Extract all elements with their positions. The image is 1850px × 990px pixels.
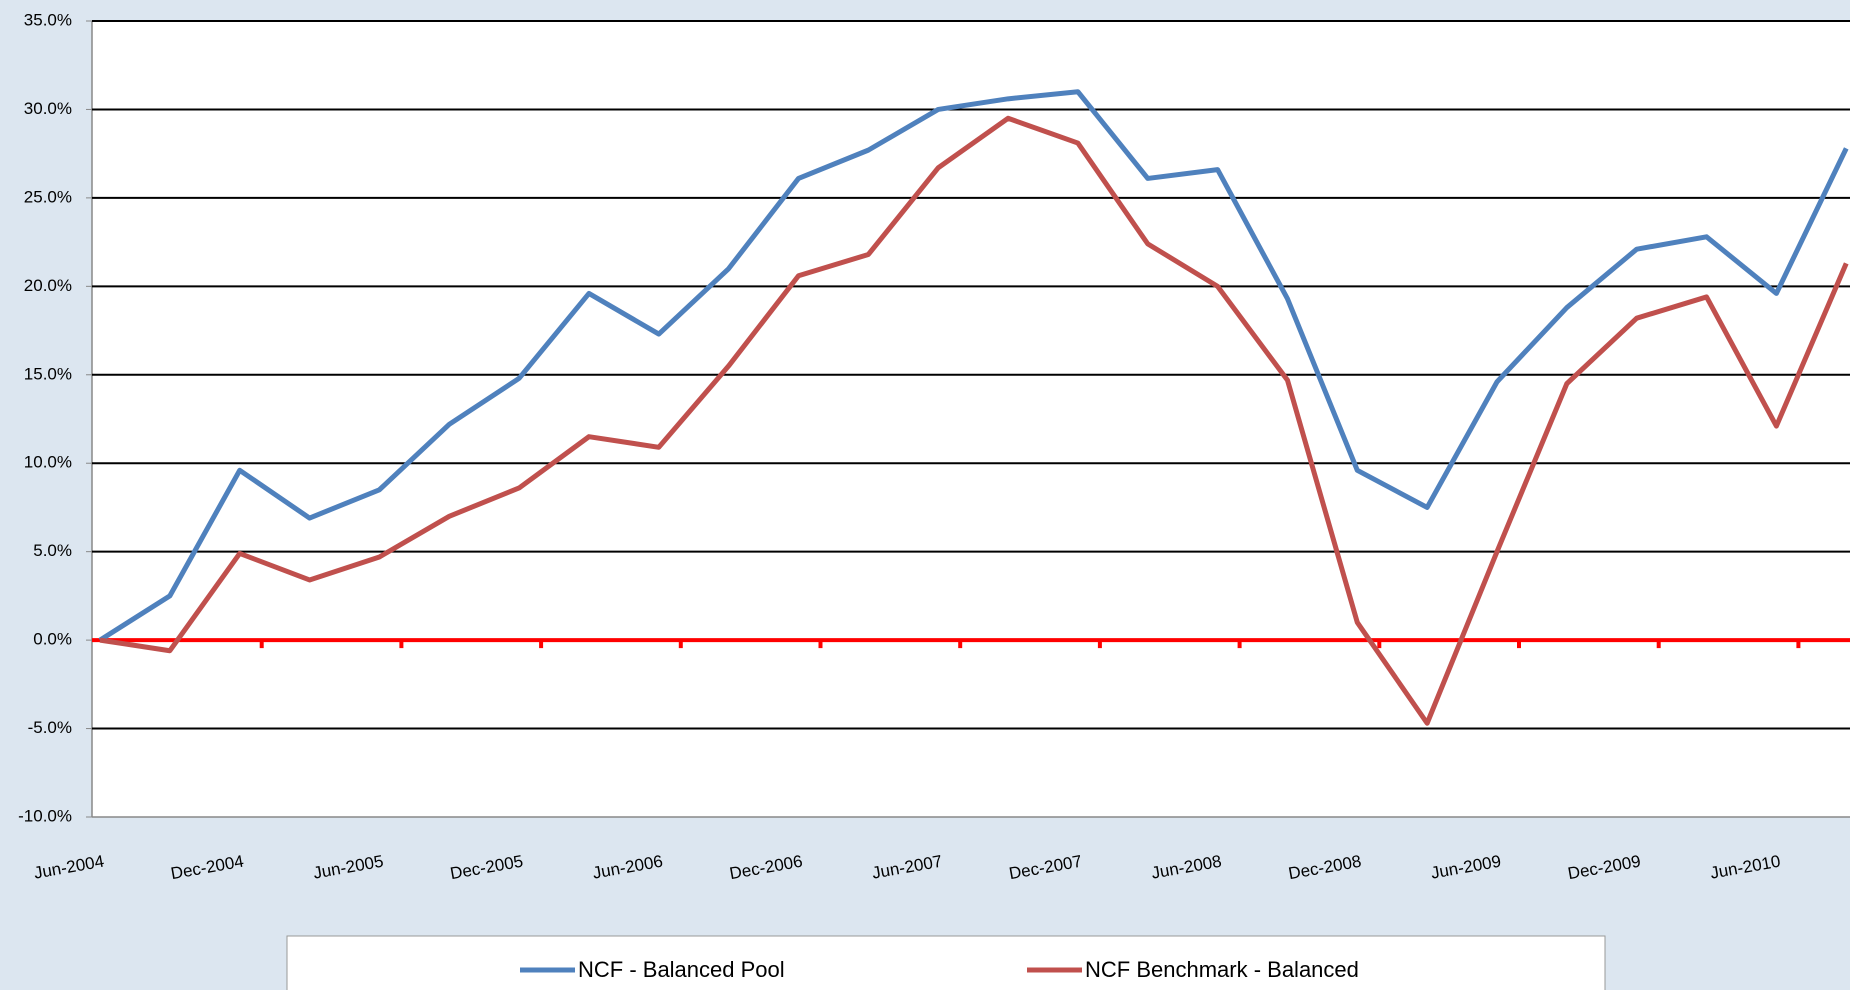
y-tick-label: 35.0% xyxy=(24,10,72,29)
legend xyxy=(286,935,1606,990)
y-tick-label: 0.0% xyxy=(33,630,72,649)
y-tick-label: 10.0% xyxy=(24,453,72,472)
y-tick-label: 25.0% xyxy=(24,187,72,206)
y-tick-label: -10.0% xyxy=(18,806,72,825)
y-tick-label: 5.0% xyxy=(33,541,72,560)
y-tick-label: 20.0% xyxy=(24,276,72,295)
legend-entries: NCF - Balanced Pool NCF Benchmark - Balan… xyxy=(520,957,1359,982)
series-line xyxy=(98,89,1849,643)
series-line xyxy=(99,115,1849,726)
y-tick-label: 30.0% xyxy=(24,99,72,118)
legend-label: NCF Benchmark - Balanced xyxy=(1085,957,1359,982)
y-tick-label: -5.0% xyxy=(28,718,72,737)
legend-label: NCF - Balanced Pool xyxy=(578,957,785,982)
y-tick-label: 15.0% xyxy=(24,364,72,383)
plot-area xyxy=(92,21,1850,817)
